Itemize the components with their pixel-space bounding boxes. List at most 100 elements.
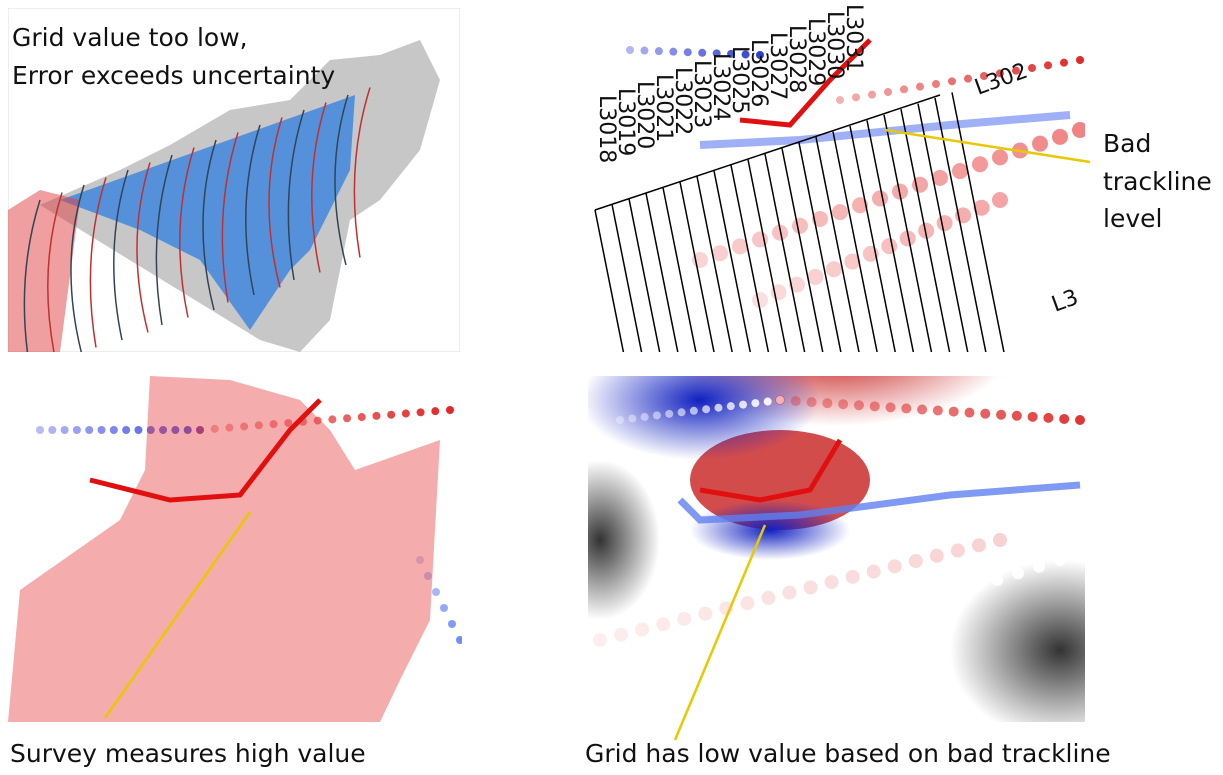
dot — [972, 156, 988, 172]
dot — [886, 402, 896, 412]
dot — [690, 407, 698, 415]
dot — [1059, 414, 1069, 424]
dot — [1044, 61, 1052, 69]
dot — [122, 426, 130, 434]
dot — [884, 88, 892, 96]
dot — [1075, 415, 1085, 425]
dot — [782, 586, 796, 600]
dot — [991, 574, 1003, 586]
caption: Survey measures high value — [10, 739, 366, 768]
dot — [73, 426, 81, 434]
dot — [372, 412, 380, 420]
dot — [826, 261, 842, 277]
dot — [702, 405, 710, 413]
dot — [852, 93, 860, 101]
dot — [933, 406, 943, 416]
dot — [1032, 136, 1048, 152]
dot — [134, 426, 142, 434]
dot — [432, 588, 440, 596]
dot — [928, 594, 940, 606]
dot — [1054, 554, 1066, 566]
dot — [792, 218, 808, 234]
dot — [964, 408, 974, 418]
dot — [825, 575, 839, 589]
dot — [832, 204, 848, 220]
dot — [98, 426, 106, 434]
dot — [996, 410, 1006, 420]
dot — [761, 591, 775, 605]
dot — [932, 80, 940, 88]
dot — [678, 408, 686, 416]
dot — [844, 621, 856, 633]
dot — [740, 596, 754, 610]
dot — [791, 396, 801, 406]
dot — [846, 570, 860, 584]
dot — [616, 416, 624, 424]
dot — [867, 565, 881, 579]
dot — [85, 426, 93, 434]
dot — [992, 149, 1008, 165]
annotation: Bad — [1103, 129, 1151, 158]
dot — [440, 604, 448, 612]
dot — [626, 46, 634, 54]
dot — [970, 581, 982, 593]
dot — [328, 415, 336, 423]
dot — [901, 403, 911, 413]
dot — [669, 48, 677, 56]
dot — [1052, 129, 1068, 145]
dot — [937, 215, 953, 231]
dot — [980, 409, 990, 419]
dot — [951, 544, 965, 558]
dot — [972, 538, 986, 552]
line-label: L3031 — [841, 4, 866, 72]
dot — [1033, 561, 1045, 573]
dot — [635, 687, 647, 699]
dot — [948, 77, 956, 85]
dot — [909, 554, 923, 568]
dot — [456, 636, 464, 644]
dot — [916, 83, 924, 91]
dot — [677, 674, 689, 686]
dot — [343, 414, 351, 422]
dot — [431, 407, 439, 415]
dot — [712, 245, 728, 261]
dot — [653, 411, 661, 419]
dot — [886, 607, 898, 619]
dot — [804, 580, 818, 594]
dot — [665, 410, 673, 418]
dot — [930, 549, 944, 563]
dot — [807, 397, 817, 407]
dot — [635, 622, 649, 636]
dot — [1028, 412, 1038, 422]
dot — [1028, 64, 1036, 72]
dot — [628, 414, 636, 422]
dot — [1076, 56, 1084, 64]
dot — [751, 399, 759, 407]
panel-bottom-left — [8, 376, 464, 722]
dot — [761, 647, 773, 659]
dot — [614, 628, 628, 642]
dot — [358, 413, 366, 421]
dot — [993, 533, 1007, 547]
dot — [907, 601, 919, 613]
dot — [110, 426, 118, 434]
dot — [448, 620, 456, 628]
dot — [824, 627, 836, 639]
annotation: trackline — [1103, 167, 1212, 196]
dot — [739, 401, 747, 409]
dot — [949, 407, 959, 417]
dot — [36, 426, 44, 434]
dot — [640, 47, 648, 55]
dot — [48, 426, 56, 434]
dot — [964, 75, 972, 83]
dot — [782, 641, 794, 653]
annotation: Error exceeds uncertainty — [12, 61, 335, 90]
dot — [417, 408, 425, 416]
dot — [714, 404, 722, 412]
annotation: Grid value too low, — [12, 23, 248, 52]
dot — [803, 634, 815, 646]
dot — [684, 48, 692, 56]
dot — [656, 681, 668, 693]
dot — [872, 190, 888, 206]
dot — [655, 47, 663, 55]
